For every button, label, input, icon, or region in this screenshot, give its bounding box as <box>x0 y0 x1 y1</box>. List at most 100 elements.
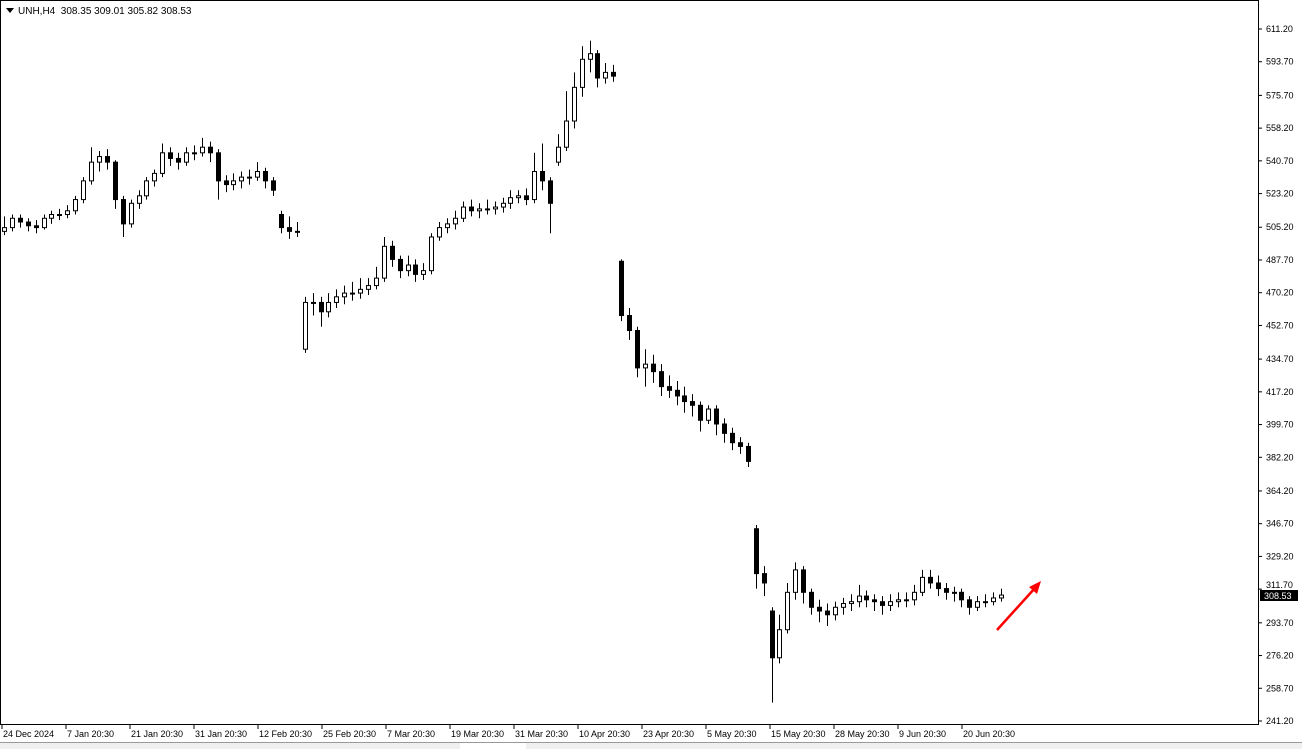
candle <box>762 566 767 597</box>
candle <box>722 418 727 443</box>
candle-body <box>121 199 126 225</box>
y-tick-label: 276.20 <box>1266 651 1294 661</box>
candle <box>231 173 236 191</box>
candle-body <box>81 180 86 201</box>
y-tick-label: 470.20 <box>1266 288 1294 298</box>
candle <box>730 427 735 451</box>
candle-body <box>952 591 957 594</box>
candle-body <box>382 245 387 279</box>
x-tick-label: 31 Jan 20:30 <box>195 729 247 739</box>
candle-body <box>770 610 775 659</box>
plot-area <box>0 0 1259 725</box>
candle-body <box>461 206 466 219</box>
candle-body <box>216 152 221 182</box>
candle <box>556 134 561 166</box>
candle <box>904 592 909 608</box>
candle <box>176 152 181 170</box>
candle-body <box>501 202 506 208</box>
candle <box>429 233 434 275</box>
candle-body <box>611 71 616 77</box>
scrollbar-thumb[interactable] <box>460 743 526 749</box>
y-tick-label: 417.20 <box>1266 387 1294 397</box>
candle <box>690 394 695 417</box>
up-arrow-annotation <box>996 581 1041 631</box>
candle <box>152 169 157 187</box>
candle-body <box>588 53 593 60</box>
candle-body <box>184 152 189 163</box>
candle-body <box>817 606 822 612</box>
candle <box>738 437 743 454</box>
y-tick-label: 293.70 <box>1266 618 1294 628</box>
y-tick-label: 258.70 <box>1266 683 1294 693</box>
candle-body <box>904 599 909 602</box>
candle-body <box>754 528 759 575</box>
candle <box>706 405 711 425</box>
candle-body <box>595 53 600 79</box>
candle <box>89 147 94 185</box>
candle <box>42 214 47 230</box>
candle <box>991 592 996 606</box>
candle <box>896 592 901 608</box>
candle-body <box>160 152 165 174</box>
ohlc-readout: 308.35 309.01 305.82 308.53 <box>60 6 192 17</box>
candle <box>785 582 790 634</box>
candle <box>698 401 703 432</box>
candle <box>263 167 268 189</box>
candle-body <box>350 292 355 295</box>
x-tick-label: 28 May 20:30 <box>835 729 890 739</box>
candle <box>469 199 474 217</box>
candle-body <box>516 195 521 199</box>
candle <box>255 162 260 181</box>
candle <box>137 190 142 209</box>
horizontal-scrollbar[interactable] <box>0 742 1302 749</box>
candle <box>160 143 165 178</box>
candle-body <box>34 225 39 229</box>
candle-body <box>2 227 7 232</box>
dropdown-triangle-icon[interactable] <box>6 8 14 13</box>
candle <box>746 442 751 468</box>
candle <box>793 562 798 600</box>
candle-body <box>255 171 260 178</box>
candle-body <box>485 208 490 211</box>
candle-body <box>983 601 988 604</box>
x-tick-label: 15 May 20:30 <box>771 729 826 739</box>
candle-body <box>809 591 814 608</box>
candle-body <box>105 156 110 163</box>
candle <box>944 582 949 600</box>
y-tick-label: 434.70 <box>1266 354 1294 364</box>
candle <box>279 210 284 234</box>
candle-body <box>944 588 949 593</box>
candle <box>216 149 221 200</box>
candle <box>413 259 418 282</box>
candle-body <box>849 601 854 605</box>
candle-body <box>722 423 727 434</box>
y-tick-label: 540.70 <box>1266 156 1294 166</box>
candle <box>888 594 893 612</box>
candle <box>714 405 719 436</box>
candle <box>342 285 347 305</box>
x-tick-label: 7 Jan 20:30 <box>67 729 114 739</box>
candle-body <box>319 301 324 313</box>
candle <box>817 599 822 623</box>
candle <box>57 208 62 221</box>
candle-body <box>999 594 1004 599</box>
candle <box>358 278 363 299</box>
candle <box>825 603 830 626</box>
candle <box>524 188 529 206</box>
candle <box>350 281 355 301</box>
candle <box>493 201 498 215</box>
candle <box>809 588 814 615</box>
last-price-label: 308.53 <box>1264 591 1292 601</box>
price-label: 308.53 <box>1260 590 1298 601</box>
candle <box>445 218 450 234</box>
candle <box>26 218 31 232</box>
candle-body <box>540 171 545 182</box>
candle-body <box>192 152 197 155</box>
candle <box>595 49 600 88</box>
candle <box>967 596 972 615</box>
candle-body <box>730 432 735 444</box>
candle-body <box>967 599 972 608</box>
y-tick-label: 346.70 <box>1266 519 1294 529</box>
candle <box>920 569 925 597</box>
candle <box>437 222 442 241</box>
